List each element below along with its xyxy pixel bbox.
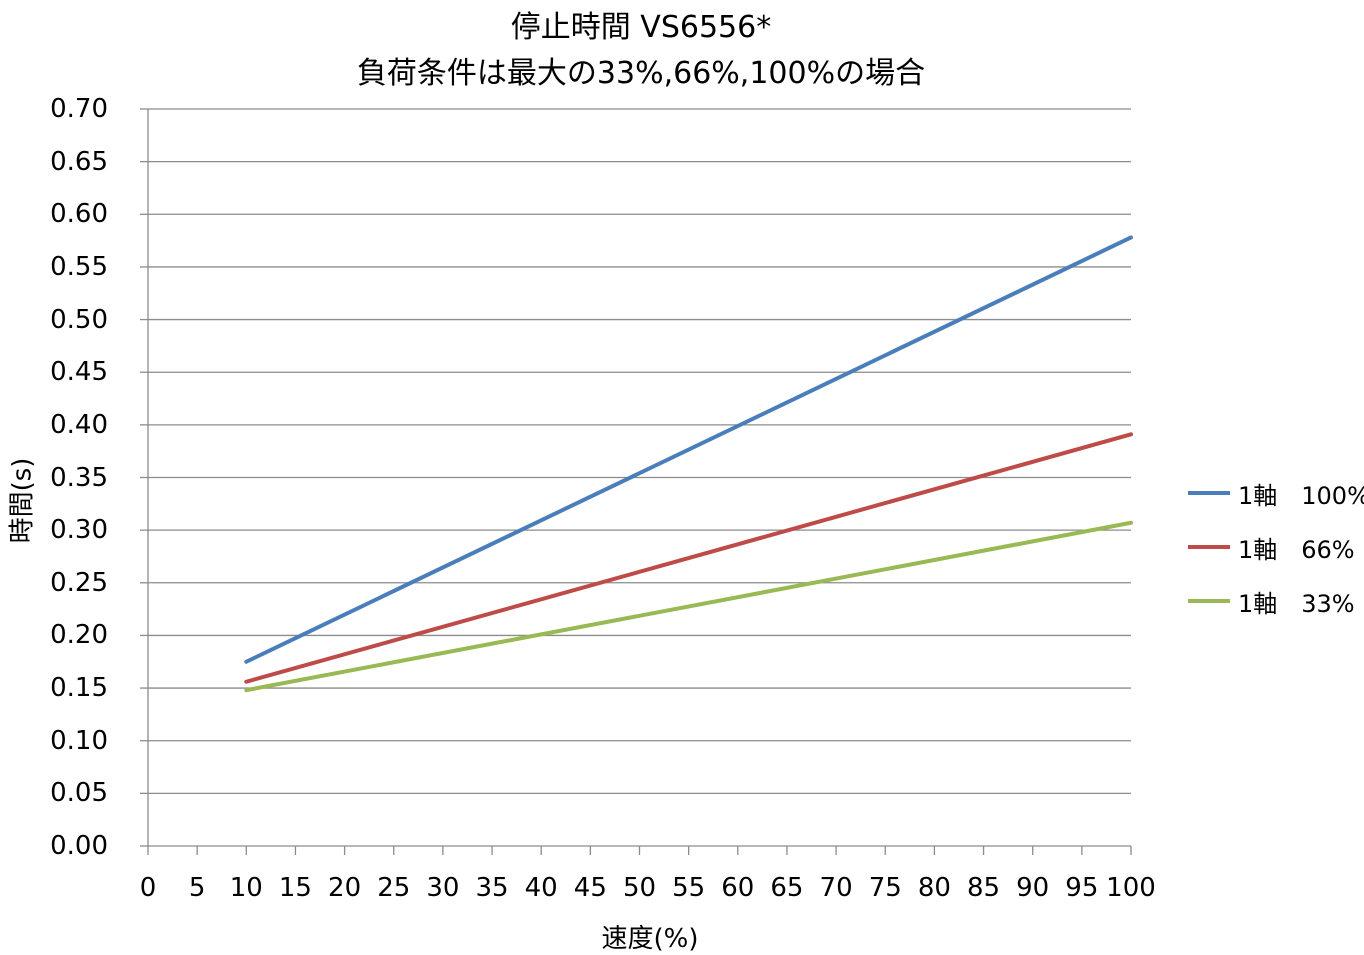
x-tick-label: 15 xyxy=(278,873,312,903)
y-tick-label: 0.25 xyxy=(50,567,108,598)
x-tick-label: 5 xyxy=(188,873,206,903)
series-line xyxy=(244,432,1133,684)
x-tick-label: 30 xyxy=(426,873,460,903)
x-tick-label: 45 xyxy=(573,873,607,903)
y-tick-label: 0.05 xyxy=(50,778,108,809)
legend-swatch xyxy=(1188,599,1230,603)
series-line xyxy=(244,235,1133,664)
y-axis-label: 時間(s) xyxy=(7,457,38,544)
legend-swatch xyxy=(1188,491,1230,495)
y-tick-label: 0.35 xyxy=(50,462,108,493)
y-tick-label: 0.50 xyxy=(50,304,108,335)
y-tick-label: 0.60 xyxy=(50,199,108,230)
chart-title: 停止時間 VS6556* xyxy=(510,10,772,45)
series-line xyxy=(244,520,1133,693)
y-tick-label: 0.40 xyxy=(50,409,108,440)
y-tick-label: 0.70 xyxy=(50,94,108,124)
x-tick-label: 55 xyxy=(672,873,706,903)
axes xyxy=(140,108,1132,855)
legend: 1軸 100% 1軸 66% 1軸 33% xyxy=(1188,466,1364,628)
legend-swatch xyxy=(1188,545,1230,549)
legend-item: 1軸 33% xyxy=(1188,574,1364,628)
legend-label: 1軸 100% xyxy=(1238,481,1364,510)
series-lines xyxy=(244,235,1133,693)
y-tick-label: 0.55 xyxy=(50,251,108,282)
legend-item: 1軸 66% xyxy=(1188,520,1364,574)
x-tick-label: 70 xyxy=(819,873,853,903)
x-axis-label: 速度(%) xyxy=(601,924,699,954)
x-tick-label: 95 xyxy=(1065,873,1099,903)
x-tick-label: 50 xyxy=(622,873,657,903)
y-tick-label: 0.20 xyxy=(50,620,108,651)
x-tick-label: 80 xyxy=(917,873,951,903)
x-tick-label: 85 xyxy=(967,873,1001,903)
y-tick-label: 0.45 xyxy=(50,357,108,388)
x-tick-label: 40 xyxy=(524,873,558,903)
x-tick-label: 60 xyxy=(721,873,755,903)
x-tick-label: 25 xyxy=(377,873,411,903)
x-tick-label: 65 xyxy=(770,873,804,903)
y-tick-label: 0.65 xyxy=(50,146,108,177)
x-tick-label: 20 xyxy=(328,873,362,903)
x-tick-label: 100 xyxy=(1106,873,1156,903)
x-tick-label: 90 xyxy=(1016,873,1050,903)
legend-item: 1軸 100% xyxy=(1188,466,1364,520)
legend-label: 1軸 66% xyxy=(1238,535,1355,564)
y-tick-label: 0.10 xyxy=(50,725,108,756)
y-tick-label: 0.15 xyxy=(50,673,108,704)
x-tick-label: 75 xyxy=(868,873,902,903)
x-tick-label: 0 xyxy=(139,873,157,903)
gridlines xyxy=(148,108,1131,795)
x-tick-label: 35 xyxy=(475,873,509,903)
x-tick-label: 10 xyxy=(229,873,263,903)
y-tick-label: 0.30 xyxy=(50,515,108,546)
y-tick-label: 0.00 xyxy=(50,831,108,861)
chart-subtitle: 負荷条件は最大の33%,66%,100%の場合 xyxy=(356,56,926,91)
legend-label: 1軸 33% xyxy=(1238,589,1355,618)
